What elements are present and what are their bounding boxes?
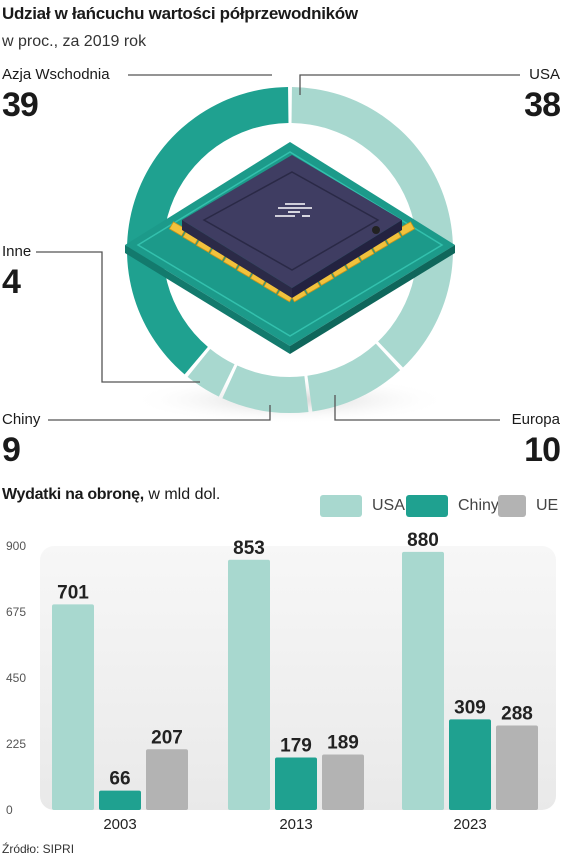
leader-line-usa [299, 74, 520, 95]
legend-swatch-ue [498, 495, 526, 517]
y-tick-label: 900 [6, 539, 26, 553]
label-azja-value: 39 [2, 86, 39, 124]
data-label-ue-2023: 288 [501, 704, 533, 725]
data-label-usa-2013: 853 [233, 538, 265, 559]
bar-chart-title-bold: Wydatki na obronę, [2, 486, 144, 503]
label-azja-name: Azja Wschodnia [2, 66, 110, 83]
label-inne-value: 4 [2, 263, 21, 301]
legend-item-ue: UE [498, 495, 558, 517]
bar-ue-2003 [146, 749, 188, 810]
y-tick-label: 450 [6, 671, 26, 685]
leader-lines [36, 74, 520, 421]
label-usa-name: USA [529, 66, 560, 83]
legend-item-chiny: Chiny [406, 495, 499, 517]
bar-chiny-2003 [99, 790, 141, 810]
data-label-chiny-2013: 179 [280, 735, 312, 756]
bar-usa-2023 [402, 551, 444, 810]
label-europa-value: 10 [524, 431, 561, 469]
data-label-chiny-2003: 66 [109, 769, 130, 790]
data-label-chiny-2023: 309 [454, 697, 486, 718]
data-label-usa-2003: 701 [57, 582, 89, 603]
donut-slice-azja-wschodnia [127, 87, 289, 375]
legend-label-chiny: Chiny [458, 497, 499, 514]
donut-slice-chiny [222, 365, 309, 413]
source-note: Źródło: SIPRI [2, 842, 75, 856]
donut-slice-usa [291, 87, 453, 368]
legend-swatch-usa [320, 495, 362, 517]
legend-swatch-chiny [406, 495, 448, 517]
data-label-ue-2003: 207 [151, 727, 183, 748]
bar-chart-title: Wydatki na obronę, w mld dol. [2, 486, 220, 504]
y-tick-label: 225 [6, 737, 26, 751]
y-tick-label: 0 [6, 803, 13, 817]
label-europa-name: Europa [511, 411, 560, 428]
donut-slice-europa [307, 343, 401, 412]
donut-chart [36, 74, 520, 424]
x-tick-label: 2013 [279, 816, 312, 833]
label-chiny-value: 9 [2, 431, 21, 469]
leader-line-inne [36, 251, 200, 383]
label-inne-name: Inne [2, 243, 32, 260]
legend-item-usa: USA [320, 495, 405, 517]
data-label-ue-2013: 189 [327, 733, 359, 754]
y-tick-label: 675 [6, 605, 26, 619]
donut-slice-inne [187, 348, 235, 397]
leader-line-europa [334, 395, 500, 421]
x-tick-label: 2003 [103, 816, 136, 833]
bar-chiny-2013 [275, 757, 317, 810]
label-chiny-name: Chiny [2, 411, 41, 428]
bar-usa-2003 [52, 604, 94, 810]
bar-chiny-2023 [449, 719, 491, 810]
legend-label-ue: UE [536, 497, 559, 514]
bar-ue-2023 [496, 725, 538, 810]
chart-title: Udział w łańcuchu wartości półprzewodnik… [2, 4, 358, 23]
microchip-icon [125, 142, 455, 354]
bar-usa-2013 [228, 559, 270, 810]
bar-ue-2013 [322, 754, 364, 810]
chip-pin [397, 221, 416, 237]
leader-line-chiny [48, 405, 271, 421]
label-usa-value: 38 [524, 86, 561, 124]
bar-chart: 0 225 450 675 900 701 66 207 2003 853 179 189 2013 88… [6, 530, 556, 833]
chip-pin [168, 221, 187, 237]
chart-subtitle: w proc., za 2019 rok [2, 33, 147, 50]
legend-label-usa: USA [372, 497, 405, 514]
x-tick-label: 2023 [453, 816, 486, 833]
bar-chart-title-unit: w mld dol. [143, 486, 221, 503]
data-label-usa-2023: 880 [407, 530, 439, 551]
